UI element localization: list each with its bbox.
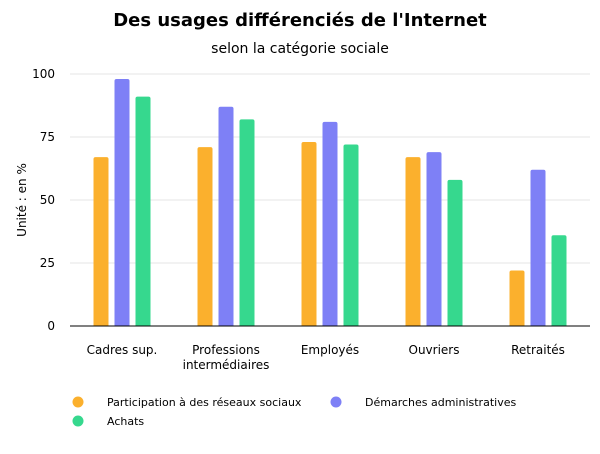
x-tick-label-line: Retraités	[511, 343, 565, 357]
bar	[218, 106, 234, 326]
legend-item: Achats	[72, 415, 144, 428]
x-axis-ticks: Cadres sup. Professions intermédiaires Empl…	[87, 343, 565, 372]
bar	[197, 147, 213, 326]
legend-label: Démarches administratives	[365, 396, 516, 409]
y-axis-label: Unité : en %	[15, 163, 29, 237]
bars	[93, 79, 567, 327]
x-tick-label: Employés	[301, 343, 359, 357]
bar	[135, 96, 151, 327]
x-tick-label-line: Cadres sup.	[87, 343, 158, 357]
y-tick-label: 0	[47, 319, 55, 333]
x-tick-label: Retraités	[511, 343, 565, 357]
x-tick-label-line: Professions	[192, 343, 260, 357]
y-tick-label: 75	[40, 130, 55, 144]
bar	[239, 119, 255, 326]
bar	[509, 270, 525, 326]
x-tick-label-line: Employés	[301, 343, 359, 357]
y-tick-label: 25	[40, 256, 55, 270]
legend-item: Démarches administratives	[330, 396, 516, 409]
bar	[447, 179, 463, 326]
x-tick-label-line: intermédiaires	[183, 358, 270, 372]
x-tick-label: Ouvriers	[409, 343, 460, 357]
bar	[405, 157, 421, 326]
bar	[322, 121, 338, 326]
bar	[551, 235, 567, 326]
bar	[426, 152, 442, 326]
y-axis-ticks: 0 25 50 75 100	[32, 67, 55, 333]
bar	[301, 142, 317, 326]
bar	[114, 79, 130, 326]
x-tick-label: Cadres sup.	[87, 343, 158, 357]
legend-marker	[72, 415, 84, 427]
y-tick-label: 50	[40, 193, 55, 207]
legend: Participation à des réseaux sociaux Démar…	[72, 396, 516, 428]
chart-title: Des usages différenciés de l'Internet	[113, 10, 487, 31]
bar	[343, 144, 359, 326]
legend-marker	[72, 396, 84, 408]
bar	[530, 169, 546, 326]
bar	[93, 157, 109, 326]
y-tick-label: 100	[32, 67, 55, 81]
legend-item: Participation à des réseaux sociaux	[72, 396, 302, 409]
legend-label: Participation à des réseaux sociaux	[107, 396, 302, 409]
chart-subtitle: selon la catégorie sociale	[211, 41, 389, 57]
legend-marker	[330, 396, 342, 408]
legend-label: Achats	[107, 415, 144, 428]
x-tick-label: Professions intermédiaires	[183, 343, 270, 372]
x-tick-label-line: Ouvriers	[409, 343, 460, 357]
